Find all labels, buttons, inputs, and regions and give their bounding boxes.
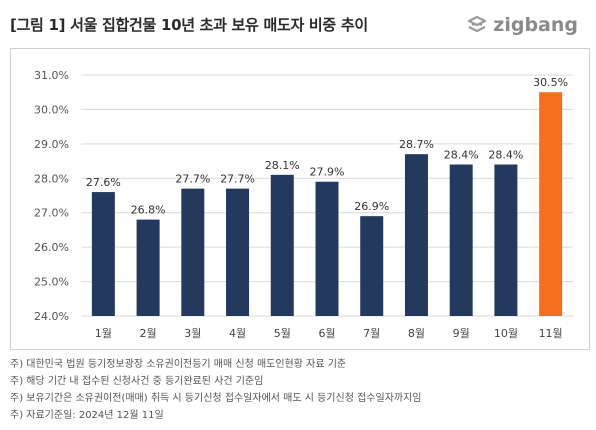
page-title: [그림 1] 서울 집합건물 10년 초과 보유 매도자 비중 추이 (10, 16, 368, 34)
x-tick-label: 6월 (318, 327, 335, 340)
y-tick-label: 26.0% (34, 241, 69, 254)
data-label: 27.6% (86, 176, 121, 189)
data-label: 28.4% (444, 149, 479, 162)
logo-text: zigbang (493, 14, 578, 36)
bar (315, 181, 339, 316)
y-tick-label: 31.0% (34, 69, 69, 82)
x-tick-label: 8월 (408, 327, 425, 340)
bar (136, 219, 160, 316)
bar (270, 174, 294, 316)
bar (404, 154, 428, 316)
bar-chart: 24.0% 25.0% 26.0% 27.0% 28.0% 29.0% 30.0% 31.0%… (34, 69, 573, 340)
y-tick-label: 30.0% (34, 103, 69, 116)
data-label: 27.9% (310, 166, 345, 179)
footnote-scope: 주) 해당 기간 내 접수된 신청사건 중 등기완료된 사건 기준임 (10, 376, 264, 387)
footnote-data-date: 주) 자료기준일: 2024년 12월 11일 (10, 410, 164, 421)
x-tick-label: 3월 (184, 327, 201, 340)
bar (539, 92, 563, 316)
bar (181, 188, 205, 316)
data-label: 27.7% (220, 173, 255, 186)
x-tick-label: 1월 (95, 327, 112, 340)
y-tick-label: 28.0% (34, 172, 69, 185)
x-tick-label: 4월 (229, 327, 246, 340)
bar (360, 216, 384, 316)
data-label: 27.7% (175, 173, 210, 186)
data-label: 28.1% (265, 159, 300, 172)
y-tick-label: 24.0% (34, 310, 69, 323)
x-tick-label: 9월 (453, 327, 470, 340)
bar (91, 192, 115, 316)
data-label: 30.5% (533, 76, 568, 89)
x-tick-label: 10월 (494, 327, 518, 340)
brand-logo: zigbang (466, 14, 578, 36)
data-label: 28.4% (488, 149, 523, 162)
bar (449, 164, 473, 316)
bar (226, 188, 250, 316)
y-tick-label: 29.0% (34, 138, 69, 151)
x-tick-label: 7월 (363, 327, 380, 340)
footnotes: 주) 대한민국 법원 등기정보광장 소유권이전등기 매매 신청 매도인현황 자료… (10, 356, 422, 424)
y-tick-label: 25.0% (34, 276, 69, 289)
x-tick-label: 11월 (539, 327, 563, 340)
footnote-source: 주) 대한민국 법원 등기정보광장 소유권이전등기 매매 신청 매도인현황 자료… (10, 359, 347, 370)
chart-container: 24.0% 25.0% 26.0% 27.0% 28.0% 29.0% 30.0% 31.0%… (10, 48, 590, 350)
x-tick-label: 5월 (274, 327, 291, 340)
data-label: 28.7% (399, 138, 434, 151)
data-label: 26.9% (354, 200, 389, 213)
x-tick-label: 2월 (140, 327, 157, 340)
bar (494, 164, 518, 316)
y-tick-label: 27.0% (34, 207, 69, 220)
zigbang-logo-icon (468, 15, 487, 33)
data-label: 26.8% (131, 204, 166, 217)
footnote-holding-period: 주) 보유기간은 소유권이전(매매) 취득 시 등기신청 접수일자에서 매도 시… (10, 393, 422, 404)
